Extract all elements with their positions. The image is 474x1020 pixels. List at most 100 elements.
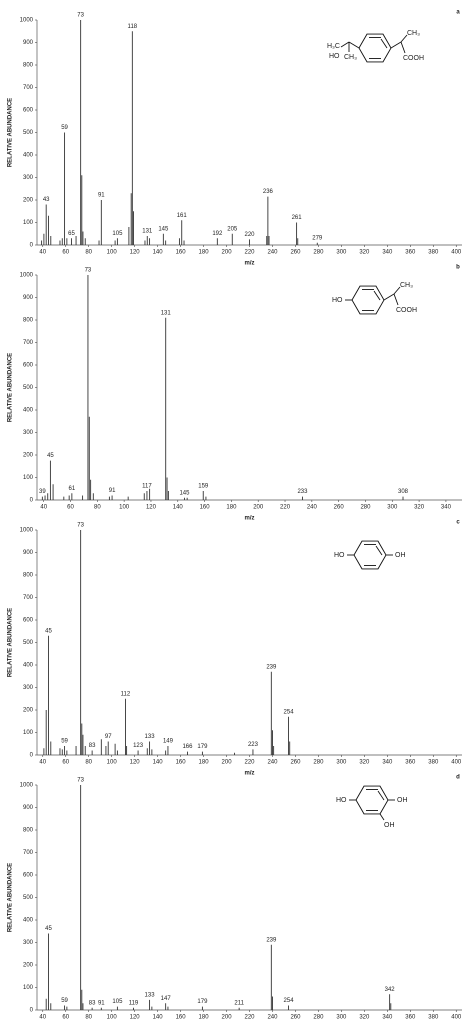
peak-label: 119: [129, 1000, 139, 1006]
x-tick-label: 180: [199, 1015, 210, 1020]
structure: H₃C HO CH₃ CH₃ COOH: [327, 30, 424, 63]
y-tick-label: 100: [23, 475, 34, 481]
y-tick-label: 500: [23, 130, 34, 136]
x-tick-label: 200: [253, 505, 264, 511]
peak-label: 73: [77, 778, 84, 784]
structure: HO OH: [334, 540, 406, 570]
y-tick-label: 500: [23, 895, 34, 901]
y-tick-label: 700: [23, 85, 34, 91]
peak-label: 91: [98, 1000, 105, 1006]
y-tick-label: 700: [23, 340, 34, 346]
x-tick-label: 320: [414, 505, 425, 511]
x-tick-label: 340: [441, 505, 452, 511]
x-tick-label: 140: [153, 1015, 164, 1020]
x-tick-label: 200: [222, 760, 233, 766]
y-tick-label: 900: [23, 295, 34, 301]
peak-label: 123: [133, 743, 144, 749]
y-tick-label: 100: [23, 730, 34, 736]
panel-label: a: [456, 10, 460, 16]
x-tick-label: 400: [451, 760, 462, 766]
y-tick-label: 800: [23, 573, 34, 579]
x-tick-label: 280: [313, 250, 324, 256]
x-tick-label: 40: [39, 1015, 46, 1020]
panel-label: d: [456, 775, 460, 781]
x-axis-label: m/z: [244, 261, 254, 267]
x-tick-label: 160: [176, 1015, 187, 1020]
peak-label: 236: [263, 189, 274, 195]
panel-label: b: [456, 265, 460, 271]
x-axis-label: m/z: [244, 771, 254, 777]
peak-label: 220: [244, 232, 255, 238]
peak-label: 205: [227, 226, 238, 232]
y-tick-label: 400: [23, 663, 34, 669]
x-tick-label: 160: [176, 250, 187, 256]
structure-label: HO: [332, 297, 343, 304]
x-tick-label: 220: [244, 1015, 255, 1020]
y-tick-label: 300: [23, 430, 34, 436]
x-tick-label: 120: [146, 505, 157, 511]
x-tick-label: 140: [173, 505, 184, 511]
x-tick-label: 80: [85, 760, 92, 766]
x-tick-label: 220: [244, 250, 255, 256]
peak-label: 61: [69, 486, 76, 492]
x-tick-label: 300: [336, 1015, 347, 1020]
peak-label: 161: [177, 213, 188, 219]
y-tick-label: 700: [23, 595, 34, 601]
peak-label: 133: [145, 734, 156, 740]
y-tick-label: 200: [23, 963, 34, 969]
x-axis-label: m/z: [244, 516, 254, 522]
y-tick-label: 600: [23, 618, 34, 624]
x-tick-label: 240: [267, 250, 278, 256]
peak-label: 45: [45, 926, 52, 932]
structure-label: COOH: [396, 307, 417, 314]
x-tick-label: 240: [267, 760, 278, 766]
peak-label: 117: [142, 484, 152, 490]
y-tick-label: 0: [30, 243, 34, 249]
peak-label: 91: [109, 488, 116, 494]
x-tick-label: 100: [107, 1015, 118, 1020]
y-tick-label: 400: [23, 408, 34, 414]
panel-label: c: [456, 520, 460, 526]
x-tick-label: 100: [107, 250, 118, 256]
y-tick-label: 400: [23, 153, 34, 159]
peak-label: 73: [85, 268, 92, 274]
x-tick-label: 160: [200, 505, 211, 511]
x-tick-label: 320: [359, 1015, 370, 1020]
x-tick-label: 260: [290, 1015, 301, 1020]
y-tick-label: 300: [23, 175, 34, 181]
peak-label: 279: [312, 235, 323, 241]
x-tick-label: 200: [222, 250, 233, 256]
structure-label: HO: [334, 552, 345, 559]
x-tick-label: 260: [290, 760, 301, 766]
peak-label: 118: [128, 24, 138, 30]
structure-label: OH: [397, 797, 408, 804]
peak-label: 133: [145, 992, 156, 998]
peak-label: 254: [284, 998, 295, 1004]
x-tick-label: 180: [199, 760, 210, 766]
peak-label: 147: [161, 996, 172, 1002]
peak-label: 179: [197, 744, 208, 750]
x-tick-label: 60: [62, 250, 69, 256]
y-tick-label: 1000: [20, 528, 34, 534]
y-tick-label: 900: [23, 550, 34, 556]
structure-label: HO: [329, 53, 340, 60]
x-tick-label: 360: [405, 760, 416, 766]
x-tick-label: 260: [334, 505, 345, 511]
peak-label: 59: [61, 998, 68, 1004]
y-tick-label: 300: [23, 685, 34, 691]
x-tick-label: 280: [313, 760, 324, 766]
peak-label: 179: [197, 999, 208, 1005]
x-tick-label: 180: [199, 250, 210, 256]
x-tick-label: 400: [451, 250, 462, 256]
structure-label: HO: [336, 797, 347, 804]
x-tick-label: 280: [360, 505, 371, 511]
peak-label: 239: [266, 937, 277, 943]
structure-label: CH₃: [344, 54, 357, 61]
x-tick-label: 380: [428, 1015, 439, 1020]
peak-label: 105: [112, 231, 123, 237]
y-tick-label: 100: [23, 985, 34, 991]
x-tick-label: 260: [290, 250, 301, 256]
x-tick-label: 300: [336, 250, 347, 256]
